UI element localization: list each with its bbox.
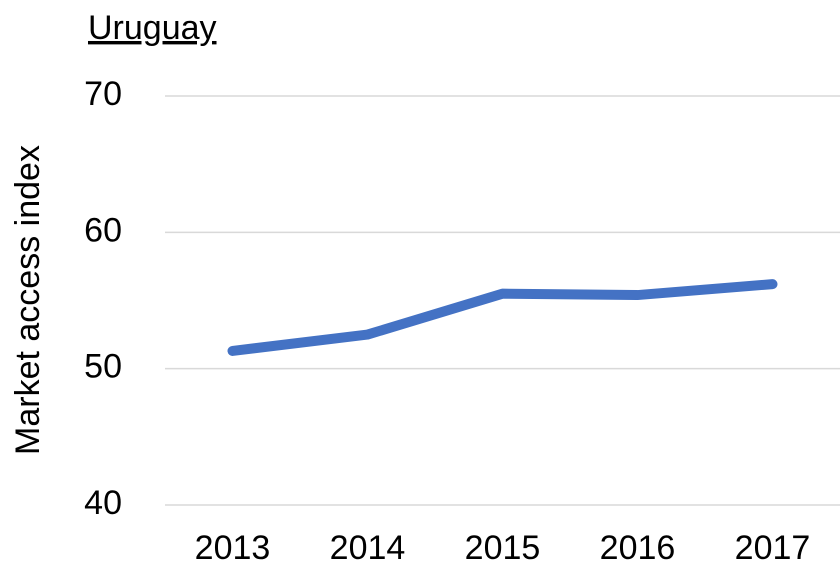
data-line xyxy=(227,279,778,356)
y-axis-label: Market access index xyxy=(9,145,47,455)
y-tick-label: 40 xyxy=(84,484,122,522)
chart-title: Uruguay xyxy=(88,9,217,47)
x-tick-label: 2015 xyxy=(465,529,541,567)
x-tick-label: 2016 xyxy=(600,529,676,567)
x-tick-label: 2017 xyxy=(735,529,811,567)
y-tick-label: 60 xyxy=(84,211,122,249)
y-tick-label: 50 xyxy=(84,348,122,386)
y-tick-label: 70 xyxy=(84,75,122,113)
x-tick-label: 2013 xyxy=(195,529,271,567)
x-tick-label: 2014 xyxy=(330,529,406,567)
